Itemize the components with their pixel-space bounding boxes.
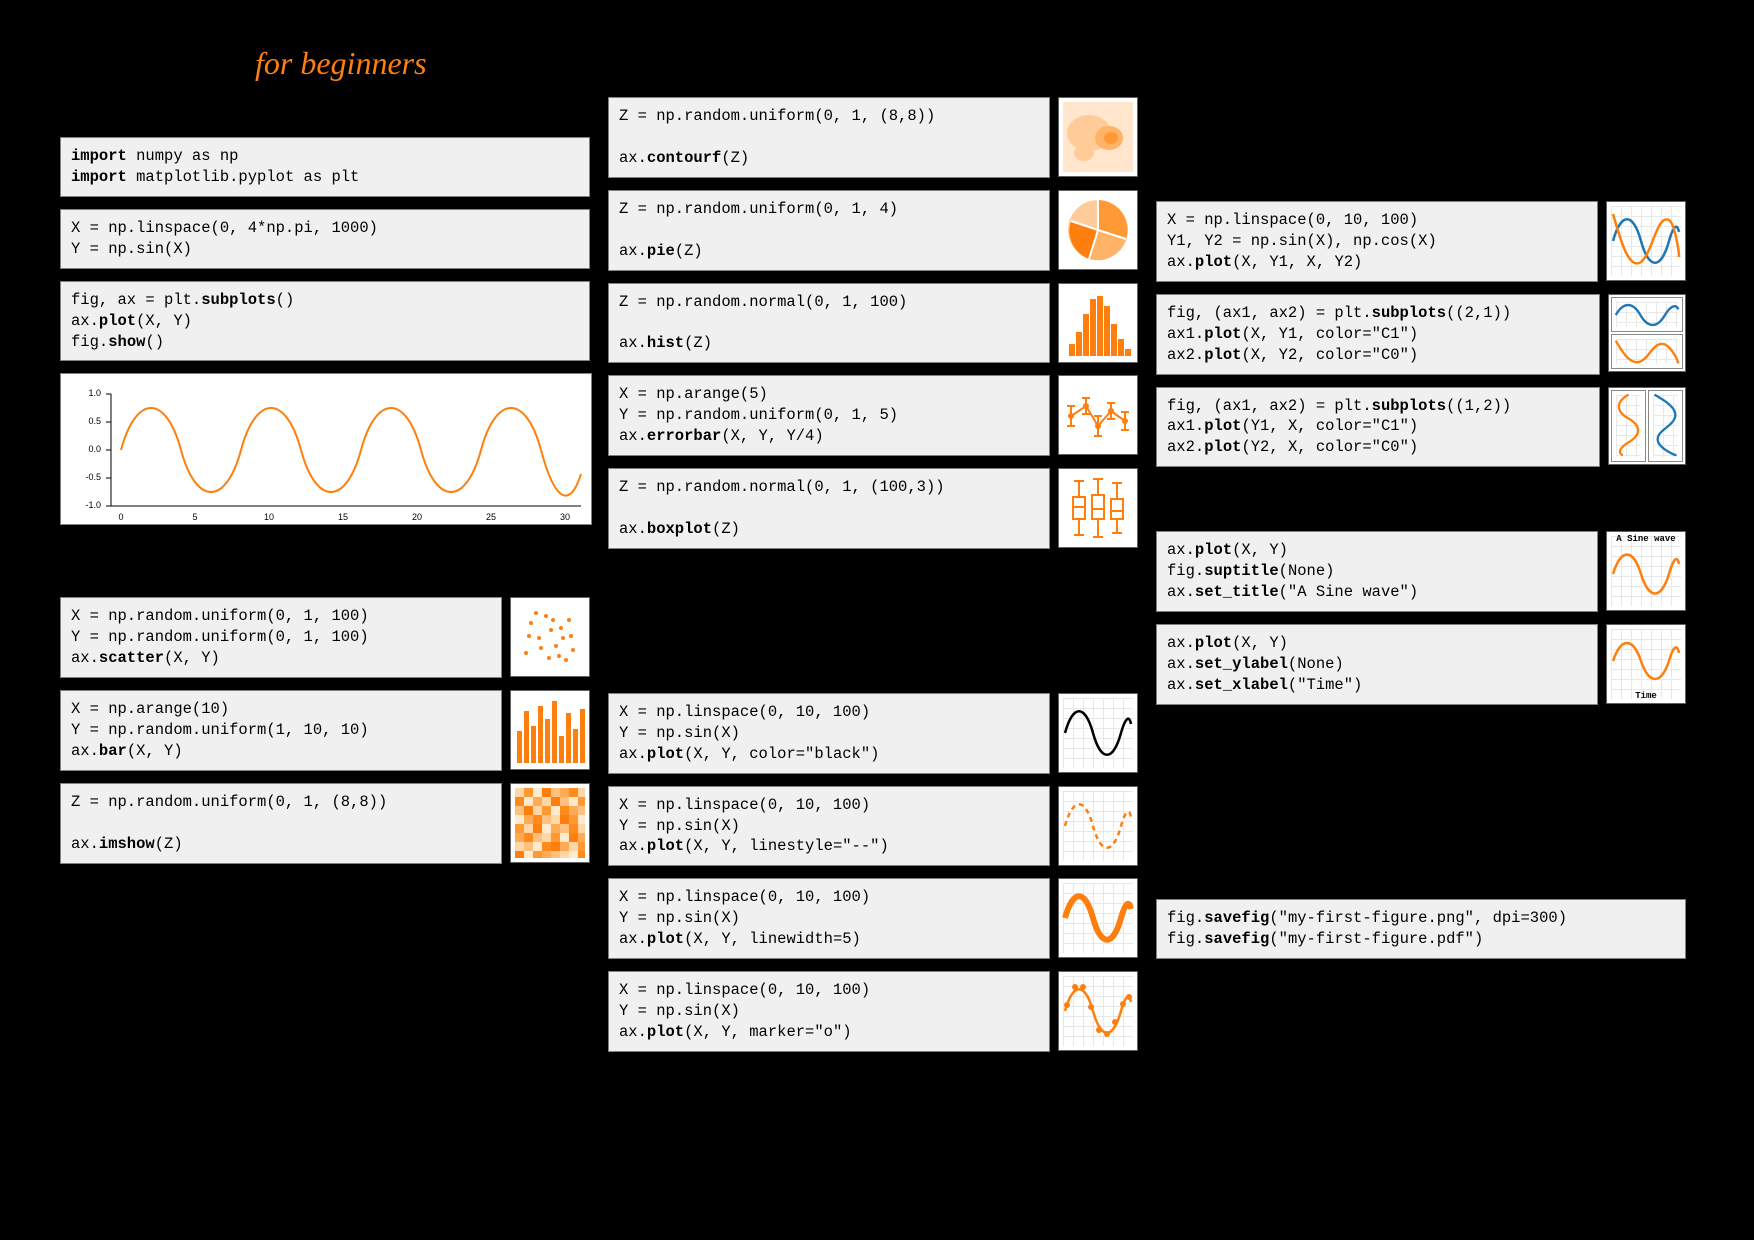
svg-text:20: 20: [412, 512, 422, 522]
code-tweak-black: X = np.linspace(0, 10, 100) Y = np.sin(X…: [608, 693, 1050, 774]
column-3: X = np.linspace(0, 10, 100) Y1, Y2 = np.…: [1156, 97, 1686, 1052]
thumb-scatter: [510, 597, 590, 677]
svg-text:10: 10: [264, 512, 274, 522]
page-subtitle: for beginners: [255, 45, 427, 82]
thumb-organize-2: [1608, 294, 1686, 372]
code-organize-3: fig, (ax1, ax2) = plt.subplots((1,2)) ax…: [1156, 387, 1600, 468]
card-label-xlabel: ax.plot(X, Y) ax.set_ylabel(None) ax.set…: [1156, 624, 1686, 705]
card-imshow: Z = np.random.uniform(0, 1, (8,8)) ax.im…: [60, 783, 590, 864]
svg-text:15: 15: [338, 512, 348, 522]
thumb-bar: [510, 690, 590, 770]
thumb-hist: [1058, 283, 1138, 363]
code-prepare: X = np.linspace(0, 4*np.pi, 1000) Y = np…: [60, 209, 590, 269]
col3-top-gap: [1156, 97, 1686, 189]
code-contourf: Z = np.random.uniform(0, 1, (8,8)) ax.co…: [608, 97, 1050, 178]
code-save: fig.savefig("my-first-figure.png", dpi=3…: [1156, 899, 1686, 959]
thumb-label-xlabel: Time: [1606, 624, 1686, 704]
thumb-tweak-black: [1058, 693, 1138, 773]
card-render: fig, ax = plt.subplots() ax.plot(X, Y) f…: [60, 281, 590, 362]
card-scatter: X = np.random.uniform(0, 1, 100) Y = np.…: [60, 597, 590, 678]
card-organize-2: fig, (ax1, ax2) = plt.subplots((2,1)) ax…: [1156, 294, 1686, 375]
code-pie: Z = np.random.uniform(0, 1, 4) ax.pie(Z): [608, 190, 1050, 271]
thumb-pie: [1058, 190, 1138, 270]
thumb-boxplot: [1058, 468, 1138, 548]
big-sine-plot: 1.0 0.5 0.0 -0.5 -1.0 0 5: [60, 373, 592, 525]
code-tweak-marker: X = np.linspace(0, 10, 100) Y = np.sin(X…: [608, 971, 1050, 1052]
thumb-tweak-dash: [1058, 786, 1138, 866]
svg-text:25: 25: [486, 512, 496, 522]
code-tweak-dash: X = np.linspace(0, 10, 100) Y = np.sin(X…: [608, 786, 1050, 867]
page-container: for beginners import numpy as np import …: [0, 0, 1754, 1240]
thumb-imshow: [510, 783, 590, 863]
card-save: fig.savefig("my-first-figure.png", dpi=3…: [1156, 899, 1686, 959]
section-spacer: [60, 561, 590, 583]
code-hist: Z = np.random.normal(0, 1, 100) ax.hist(…: [608, 283, 1050, 364]
code-label-title: ax.plot(X, Y) fig.suptitle(None) ax.set_…: [1156, 531, 1598, 612]
card-import: import numpy as np import matplotlib.pyp…: [60, 137, 590, 197]
code-tweak-lw: X = np.linspace(0, 10, 100) Y = np.sin(X…: [608, 878, 1050, 959]
card-boxplot: Z = np.random.normal(0, 1, (100,3)) ax.b…: [608, 468, 1138, 549]
code-organize-1: X = np.linspace(0, 10, 100) Y1, Y2 = np.…: [1156, 201, 1598, 282]
title-row: for beginners: [255, 45, 1694, 82]
col2-gap: [608, 561, 1138, 681]
columns: import numpy as np import matplotlib.pyp…: [60, 97, 1694, 1052]
svg-text:30: 30: [560, 512, 570, 522]
svg-text:0.5: 0.5: [88, 416, 101, 426]
col3-save-gap: [1156, 717, 1686, 887]
thumb-tweak-marker: [1058, 971, 1138, 1051]
svg-text:-0.5: -0.5: [85, 472, 101, 482]
thumb-xlabel-label: Time: [1635, 691, 1657, 701]
section-spacer: [60, 101, 590, 123]
code-organize-2: fig, (ax1, ax2) = plt.subplots((2,1)) ax…: [1156, 294, 1600, 375]
thumb-contourf: [1058, 97, 1138, 177]
code-label-xlabel: ax.plot(X, Y) ax.set_ylabel(None) ax.set…: [1156, 624, 1598, 705]
thumb-organize-1: [1606, 201, 1686, 281]
card-pie: Z = np.random.uniform(0, 1, 4) ax.pie(Z): [608, 190, 1138, 271]
code-scatter: X = np.random.uniform(0, 1, 100) Y = np.…: [60, 597, 502, 678]
svg-text:0.0: 0.0: [88, 444, 101, 454]
card-tweak-black: X = np.linspace(0, 10, 100) Y = np.sin(X…: [608, 693, 1138, 774]
svg-text:0: 0: [118, 512, 123, 522]
card-organize-3: fig, (ax1, ax2) = plt.subplots((1,2)) ax…: [1156, 387, 1686, 468]
thumb-tweak-lw: [1058, 878, 1138, 958]
card-contourf: Z = np.random.uniform(0, 1, (8,8)) ax.co…: [608, 97, 1138, 178]
svg-text:-1.0: -1.0: [85, 500, 101, 510]
column-1: import numpy as np import matplotlib.pyp…: [60, 97, 590, 1052]
card-label-title: ax.plot(X, Y) fig.suptitle(None) ax.set_…: [1156, 531, 1686, 612]
thumb-organize-3: [1608, 387, 1686, 465]
code-import: import numpy as np import matplotlib.pyp…: [60, 137, 590, 197]
svg-text:1.0: 1.0: [88, 388, 101, 398]
card-tweak-lw: X = np.linspace(0, 10, 100) Y = np.sin(X…: [608, 878, 1138, 959]
code-bar: X = np.arange(10) Y = np.random.uniform(…: [60, 690, 502, 771]
code-render: fig, ax = plt.subplots() ax.plot(X, Y) f…: [60, 281, 590, 362]
card-tweak-dash: X = np.linspace(0, 10, 100) Y = np.sin(X…: [608, 786, 1138, 867]
col3-mid-gap: [1156, 479, 1686, 519]
sine-plot-svg: 1.0 0.5 0.0 -0.5 -1.0 0 5: [61, 374, 591, 524]
card-hist: Z = np.random.normal(0, 1, 100) ax.hist(…: [608, 283, 1138, 364]
thumb-label-title: A Sine wave: [1606, 531, 1686, 611]
code-errorbar: X = np.arange(5) Y = np.random.uniform(0…: [608, 375, 1050, 456]
code-boxplot: Z = np.random.normal(0, 1, (100,3)) ax.b…: [608, 468, 1050, 549]
code-imshow: Z = np.random.uniform(0, 1, (8,8)) ax.im…: [60, 783, 502, 864]
card-errorbar: X = np.arange(5) Y = np.random.uniform(0…: [608, 375, 1138, 456]
column-2: Z = np.random.uniform(0, 1, (8,8)) ax.co…: [608, 97, 1138, 1052]
card-organize-1: X = np.linspace(0, 10, 100) Y1, Y2 = np.…: [1156, 201, 1686, 282]
card-bar: X = np.arange(10) Y = np.random.uniform(…: [60, 690, 590, 771]
svg-text:5: 5: [192, 512, 197, 522]
card-prepare: X = np.linspace(0, 4*np.pi, 1000) Y = np…: [60, 209, 590, 269]
card-tweak-marker: X = np.linspace(0, 10, 100) Y = np.sin(X…: [608, 971, 1138, 1052]
thumb-errorbar: [1058, 375, 1138, 455]
